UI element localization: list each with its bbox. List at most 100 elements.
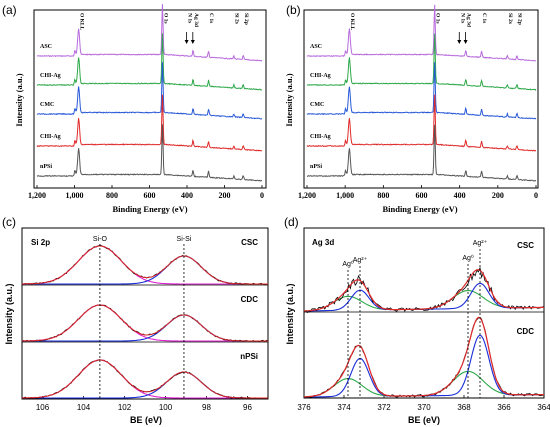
pb-series-label: nPSi: [310, 164, 322, 170]
pb-series-line: [306, 124, 537, 182]
pc-envelope-line: [22, 245, 268, 285]
pd-xtick-label: 370: [417, 403, 431, 412]
pd-peak-label: Ag²⁺: [353, 257, 368, 264]
pc-raw-line: [21, 244, 269, 286]
panel-b-ylabel: Intensity (a.u.): [284, 73, 294, 126]
pb-series-line: [306, 33, 537, 91]
pb-series-line: [306, 94, 537, 152]
pb-xtick-label: 600: [416, 191, 428, 200]
panel-b-label: (b): [286, 3, 301, 17]
panel-a-frame: [33, 9, 267, 189]
pd-series-label: CSC: [517, 241, 534, 250]
panel-c-title: Si 2p: [31, 238, 50, 247]
pd-peak-label: Ag²⁺: [473, 240, 488, 247]
pa-series-line: [37, 4, 263, 62]
pa-xtick-label: 600: [144, 191, 156, 200]
pc-xtick-label: 96: [243, 403, 252, 412]
pc-xtick-label: 106: [36, 403, 50, 412]
pb-xtick-label: 1,000: [336, 191, 354, 200]
pa-series-label: CMC: [40, 102, 54, 108]
pc-series-label: CDC: [241, 295, 259, 304]
panel-d-label: (d): [284, 215, 299, 229]
pb-peak-annotation: Si 2s: [507, 13, 513, 24]
panel-c-xlabel: BE (eV): [130, 415, 162, 425]
pb-series-line: [306, 4, 537, 62]
pc-series-label: nPSi: [240, 352, 258, 361]
pa-peak-arrowhead: [184, 40, 189, 44]
pb-xtick-label: 0: [534, 191, 538, 200]
pb-peak-annotation: C 1s: [481, 13, 487, 23]
pa-xtick-label: 200: [219, 191, 231, 200]
pd-envelope-line: [303, 268, 544, 312]
pb-series-label: CHI-Ag: [310, 73, 331, 79]
pc-raw-line: [21, 359, 269, 400]
pa-series-line: [36, 62, 263, 120]
panel-c-frame: [21, 227, 269, 400]
panel-d-frame: [303, 227, 545, 399]
pb-peak-annotation: N 1s: [459, 13, 465, 23]
pd-xtick-label: 366: [497, 403, 511, 412]
pd-series-label: CDC: [517, 327, 535, 336]
panel-c-ylabel: Intensity (a.u.): [4, 283, 14, 344]
pc-xtick-label: 98: [202, 403, 211, 412]
pa-xtick-label: 1,200: [28, 191, 46, 200]
pc-raw-line: [21, 304, 269, 343]
pa-series-label: CHI-Ag: [40, 73, 61, 79]
pa-series-line: [36, 124, 263, 182]
pd-xtick-label: 374: [337, 403, 351, 412]
pb-series-label: CMC: [310, 102, 324, 108]
pd-raw-line: [303, 316, 545, 399]
pb-peak-annotation: O KLL: [349, 13, 355, 31]
pb-peak-arrowhead: [457, 40, 462, 44]
panel-c-label: (c): [2, 215, 16, 229]
pa-peak-annotation: Ag 3d: [193, 13, 199, 27]
pa-xtick-label: 800: [106, 191, 118, 200]
pc-xtick-label: 104: [77, 403, 91, 412]
panel-d: (d) Intensity (a.u.) BE (eV) Ag 3d 376 37…: [284, 215, 550, 425]
pb-series-label: CHI-Ag: [310, 134, 331, 140]
panel-c: (c) Intensity (a.u.) BE (eV) Si 2p 106 10…: [2, 215, 269, 425]
pa-series-line: [36, 94, 263, 152]
pa-series-label: CHI-Ag: [40, 134, 61, 140]
pd-peak-label: Ag⁰: [462, 254, 474, 262]
pb-xtick-label: 800: [377, 191, 389, 200]
pd-xtick-label: 368: [457, 403, 471, 412]
pb-xtick-label: 400: [454, 191, 466, 200]
panel-a: (a) Intensity (a.u.) Binding Energy (eV)…: [2, 3, 267, 214]
panel-b: (b) Intensity (a.u.) Binding Energy (eV)…: [284, 3, 539, 214]
pb-xtick-label: 1,200: [298, 191, 316, 200]
pc-xtick-label: 100: [159, 403, 173, 412]
pc-xtick-label: 102: [118, 403, 132, 412]
pd-peak-label: Ag⁰: [342, 260, 354, 268]
pb-peak-annotation: Si 2p: [517, 13, 523, 25]
pb-peak-annotation: O 1s: [435, 13, 441, 24]
panel-b-xlabel: Binding Energy (eV): [382, 204, 457, 214]
pb-series-line: [306, 62, 537, 120]
panel-d-title: Ag 3d: [312, 238, 334, 247]
pa-peak-annotation: O KLL: [78, 13, 84, 31]
pa-peak-annotation: Si 2s: [234, 13, 240, 24]
pc-series-label: CSC: [241, 238, 258, 247]
pc-peak-label: Si-O: [93, 236, 108, 243]
pb-peak-annotation: Ag 3d: [466, 13, 472, 27]
panel-a-ylabel: Intensity (a.u.): [14, 73, 24, 126]
pa-peak-arrowhead: [190, 40, 195, 44]
panel-d-ylabel: Intensity (a.u.): [285, 283, 295, 344]
panel-a-label: (a): [2, 3, 17, 17]
pc-peak-label: Si-Si: [177, 236, 192, 243]
pd-xtick-label: 372: [377, 403, 391, 412]
pc-envelope-line: [22, 359, 268, 399]
panel-d-xlabel: BE (eV): [408, 415, 440, 425]
pa-xtick-label: 0: [260, 191, 264, 200]
pd-raw-line: [303, 266, 545, 313]
pd-envelope-line: [303, 316, 544, 398]
pc-envelope-line: [22, 304, 268, 342]
pd-fit-ag2: [304, 334, 544, 398]
pd-xtick-label: 364: [537, 403, 550, 412]
pa-peak-annotation: Si 2p: [243, 13, 249, 25]
pa-series-label: nPSi: [40, 164, 52, 170]
pd-xtick-label: 376: [297, 403, 311, 412]
pb-series-label: ASC: [310, 44, 322, 50]
pa-peak-annotation: O 1s: [162, 13, 168, 24]
